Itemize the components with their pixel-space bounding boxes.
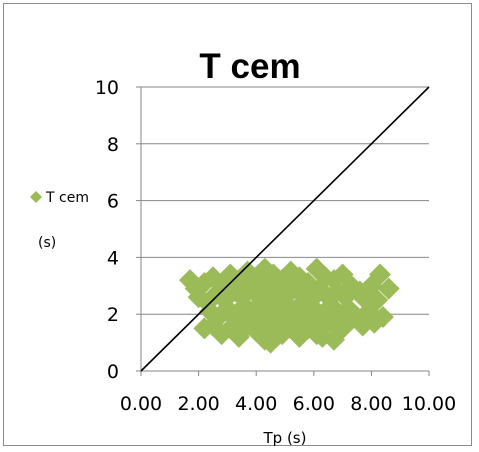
x-tick-label: 4.00	[235, 393, 277, 415]
reference-line	[140, 86, 430, 372]
x-tick-labels: 0.00 2.00 4.00 6.00 8.00 10.00	[120, 393, 456, 415]
legend-marker-icon	[30, 191, 42, 203]
x-tick-label: 6.00	[293, 393, 335, 415]
axes	[136, 86, 430, 376]
data-point	[363, 311, 386, 334]
reference-line-layer	[140, 86, 430, 372]
chart-frame	[3, 3, 472, 446]
data-point	[248, 286, 271, 309]
data-point	[320, 311, 343, 334]
y-tick-label: 6	[107, 191, 119, 213]
data-point	[302, 311, 325, 334]
y-tick-label: 4	[107, 247, 119, 269]
y-tick-label: 0	[107, 361, 119, 383]
data-point	[369, 263, 392, 286]
data-point	[291, 291, 314, 314]
data-point	[259, 331, 282, 354]
data-point	[262, 289, 285, 311]
x-tick-label: 2.00	[177, 393, 219, 415]
data-point	[377, 277, 400, 300]
y-tick-label: 10	[95, 77, 119, 99]
x-tick-label: 8.00	[350, 393, 392, 415]
legend-label-line1: T cem	[45, 190, 89, 206]
data-point	[279, 274, 302, 297]
legend-label-line2: (s)	[38, 235, 56, 251]
y-tick-label: 2	[107, 304, 119, 326]
legend: T cem (s)	[30, 190, 89, 251]
data-point	[250, 308, 273, 331]
x-axis-label: Tp (s)	[263, 429, 307, 447]
y-tick-labels: 0 2 4 6 8 10	[95, 77, 119, 383]
data-point	[311, 325, 334, 348]
scatter-points	[178, 257, 400, 354]
x-tick-label: 10.00	[402, 393, 456, 415]
chart-title: T cem	[199, 47, 300, 86]
y-tick-label: 8	[107, 134, 119, 156]
x-tick-label: 0.00	[120, 393, 162, 415]
